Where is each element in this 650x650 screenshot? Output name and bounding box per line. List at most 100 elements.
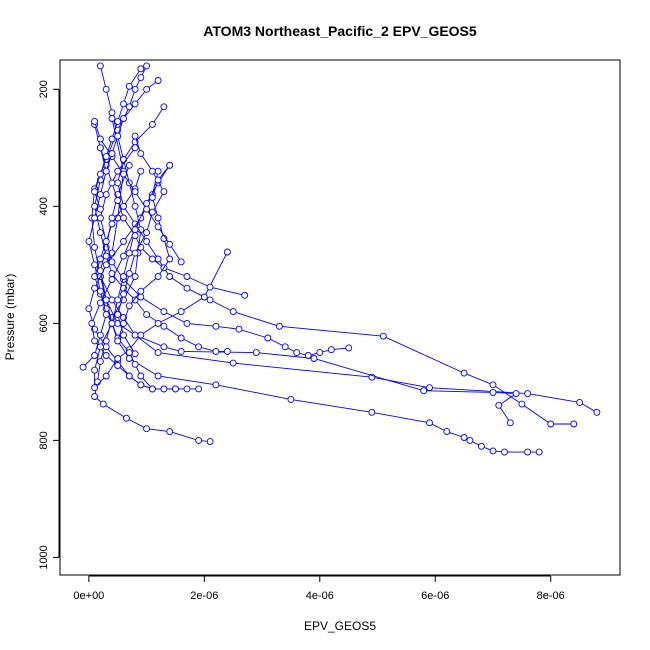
data-point bbox=[223, 347, 231, 355]
data-point bbox=[137, 381, 145, 389]
data-point bbox=[91, 117, 99, 125]
y-tick-label: 600 bbox=[38, 314, 50, 332]
data-point bbox=[327, 346, 335, 354]
data-point bbox=[108, 296, 116, 304]
data-point bbox=[137, 65, 145, 73]
data-point bbox=[96, 135, 104, 143]
data-point bbox=[96, 343, 104, 351]
data-point bbox=[120, 214, 127, 222]
data-point bbox=[166, 273, 174, 280]
data-point bbox=[120, 202, 127, 210]
chart-title: ATOM3 Northeast_Pacific_2 EPV_GEOS5 bbox=[203, 23, 477, 39]
data-point bbox=[96, 191, 104, 199]
data-point bbox=[102, 372, 110, 380]
x-tick-label: 0e+00 bbox=[73, 590, 104, 602]
data-point bbox=[108, 276, 116, 283]
data-point bbox=[102, 352, 110, 359]
series-line bbox=[91, 165, 176, 390]
data-point bbox=[114, 197, 122, 204]
data-point bbox=[160, 322, 168, 330]
data-point bbox=[120, 156, 127, 163]
data-point bbox=[131, 350, 139, 358]
data-point bbox=[287, 395, 295, 403]
data-point bbox=[96, 170, 104, 178]
data-point bbox=[518, 400, 526, 408]
y-axis: 200 400 600 800 1000 bbox=[38, 80, 60, 570]
data-point bbox=[489, 447, 497, 455]
series-11 bbox=[96, 144, 249, 299]
data-point bbox=[114, 117, 122, 125]
series-16 bbox=[91, 117, 185, 266]
data-point bbox=[143, 229, 151, 237]
data-point bbox=[206, 283, 214, 291]
data-point bbox=[131, 296, 139, 304]
data-point bbox=[125, 161, 133, 169]
data-point bbox=[114, 311, 122, 319]
data-point bbox=[79, 363, 87, 371]
data-point bbox=[114, 132, 122, 140]
data-point bbox=[143, 311, 151, 319]
data-point bbox=[120, 273, 127, 280]
data-point bbox=[91, 393, 99, 400]
data-point bbox=[593, 408, 601, 416]
data-point bbox=[108, 319, 116, 327]
series-5 bbox=[96, 161, 520, 427]
x-tick-label: 6e-06 bbox=[421, 590, 449, 602]
data-point bbox=[477, 442, 485, 450]
data-point bbox=[137, 167, 145, 175]
data-point bbox=[316, 349, 324, 357]
y-axis-label: Pressure (mbar) bbox=[3, 274, 17, 361]
data-point bbox=[275, 322, 283, 330]
data-point bbox=[183, 319, 191, 327]
data-point bbox=[235, 325, 243, 333]
data-point bbox=[102, 167, 110, 175]
series-4 bbox=[114, 103, 578, 428]
data-point bbox=[570, 420, 578, 428]
series-18 bbox=[102, 77, 162, 175]
data-point bbox=[160, 385, 168, 393]
series-1 bbox=[91, 62, 214, 446]
data-point bbox=[524, 448, 532, 456]
data-point bbox=[206, 296, 214, 304]
data-point bbox=[125, 249, 133, 257]
data-point bbox=[120, 115, 127, 122]
data-point bbox=[264, 334, 272, 342]
data-point bbox=[195, 343, 203, 351]
data-point bbox=[160, 308, 168, 316]
data-point bbox=[177, 308, 185, 316]
data-point bbox=[345, 344, 353, 352]
series-line bbox=[82, 124, 107, 368]
data-point bbox=[91, 337, 99, 345]
data-point bbox=[183, 273, 191, 280]
data-point bbox=[160, 103, 168, 111]
data-point bbox=[304, 352, 312, 359]
data-point bbox=[131, 273, 139, 280]
y-tick-label: 800 bbox=[38, 431, 50, 449]
data-point bbox=[535, 448, 543, 456]
data-point bbox=[252, 349, 260, 357]
data-layer bbox=[79, 62, 601, 456]
data-point bbox=[91, 366, 99, 374]
series-line bbox=[117, 135, 165, 355]
data-point bbox=[94, 378, 101, 386]
data-point bbox=[212, 347, 220, 355]
series-2 bbox=[96, 115, 543, 456]
series-7 bbox=[91, 150, 231, 355]
data-point bbox=[489, 381, 497, 389]
data-point bbox=[379, 332, 387, 340]
x-tick-label: 2e-06 bbox=[190, 590, 218, 602]
data-point bbox=[85, 305, 93, 313]
data-point bbox=[102, 153, 110, 161]
series-15 bbox=[114, 161, 174, 345]
series-line bbox=[91, 65, 598, 413]
data-point bbox=[160, 343, 168, 351]
data-point bbox=[489, 388, 497, 396]
data-point bbox=[166, 161, 174, 169]
data-point bbox=[96, 229, 104, 237]
data-point bbox=[120, 100, 127, 108]
data-point bbox=[223, 248, 231, 256]
data-point bbox=[96, 331, 104, 339]
data-point bbox=[177, 258, 185, 266]
data-point bbox=[91, 214, 99, 222]
data-point bbox=[547, 420, 555, 428]
